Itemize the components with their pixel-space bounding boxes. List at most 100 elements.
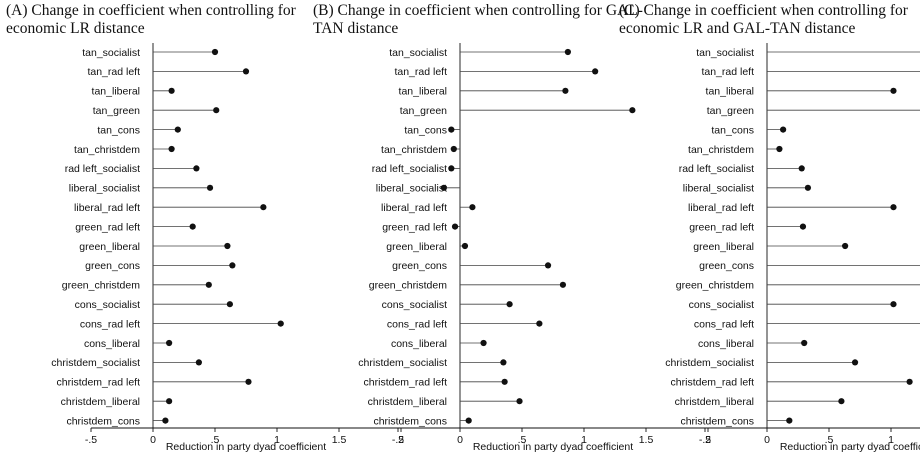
data-point (801, 339, 808, 347)
data-point (562, 87, 569, 94)
data-point (224, 242, 231, 250)
category-label: tan_cons (711, 124, 754, 136)
data-point (564, 48, 571, 56)
panel-title-line: economic LR and GAL-TAN distance (619, 20, 855, 37)
data-point (842, 242, 849, 250)
category-label: tan_green (400, 105, 447, 117)
category-label: tan_rad left (87, 66, 140, 78)
category-label: green_christdem (62, 280, 140, 292)
x-tick-label: .5 (211, 434, 220, 446)
data-point (260, 204, 267, 211)
data-point (506, 301, 513, 308)
data-point (206, 184, 214, 191)
x-axis-label: Reduction in party dyad coefficient (166, 441, 326, 453)
data-point (536, 320, 543, 327)
category-label: green_liberal (79, 241, 140, 253)
category-label: tan_cons (97, 124, 140, 136)
x-tick-label: 2 (398, 434, 404, 446)
panel-title-line: (C) Change in coefficient when controlli… (619, 2, 909, 19)
category-label: christdem_rad left (671, 377, 755, 389)
category-label: christdem_cons (680, 415, 754, 427)
data-point (461, 242, 469, 250)
category-label: christdem_socialist (51, 357, 140, 369)
data-point (776, 145, 783, 153)
x-tick-label: -.5 (392, 434, 404, 446)
data-point (226, 301, 233, 308)
category-label: liberal_socialist (376, 183, 447, 195)
data-point (277, 320, 284, 327)
panel-title-line: economic LR distance (6, 20, 145, 37)
category-label: christdem_liberal (61, 396, 140, 408)
data-point (205, 281, 212, 288)
data-point (799, 223, 807, 230)
category-label: cons_liberal (84, 338, 140, 350)
category-label: liberal_rad left (74, 202, 140, 214)
x-tick-label: 1.5 (639, 434, 654, 446)
category-label: green_cons (85, 260, 140, 272)
category-label: liberal_rad left (688, 202, 754, 214)
data-point (162, 417, 169, 424)
category-label: tan_liberal (706, 86, 754, 98)
category-label: rad left_socialist (372, 163, 447, 175)
data-point (890, 87, 897, 94)
data-point (804, 184, 812, 191)
data-point (195, 359, 202, 366)
data-point (559, 281, 567, 288)
category-label: tan_socialist (389, 47, 447, 59)
data-point (780, 126, 787, 133)
category-label: christdem_rad left (364, 377, 448, 389)
category-label: green_cons (392, 260, 447, 272)
data-point (469, 204, 476, 211)
category-label: cons_rad left (387, 318, 447, 330)
category-label: green_christdem (676, 280, 754, 292)
data-point (448, 165, 455, 172)
category-label: christdem_socialist (665, 357, 754, 369)
x-tick-label: 1.5 (332, 434, 347, 446)
category-label: green_liberal (693, 241, 754, 253)
category-label: christdem_liberal (675, 396, 754, 408)
category-label: cons_liberal (698, 338, 754, 350)
category-label: cons_liberal (391, 338, 447, 350)
data-point (890, 204, 897, 211)
x-tick-label: 0 (457, 434, 463, 446)
data-point (448, 126, 455, 133)
category-label: liberal_socialist (683, 183, 754, 195)
category-label: cons_socialist (689, 299, 754, 311)
category-label: cons_rad left (80, 318, 140, 330)
category-label: christdem_socialist (358, 357, 447, 369)
data-point (838, 398, 845, 405)
category-label: green_cons (699, 260, 754, 272)
data-point (465, 417, 472, 424)
category-label: green_christdem (369, 280, 447, 292)
x-tick-label: 1 (888, 434, 894, 446)
data-point (798, 165, 805, 172)
x-axis-label: Reduction in party dyad coefficient (780, 441, 920, 453)
x-tick-label: .5 (518, 434, 527, 446)
category-label: tan_rad left (701, 66, 754, 78)
data-point (168, 145, 175, 153)
data-point (501, 378, 508, 385)
category-label: tan_christdem (381, 144, 447, 156)
category-label: tan_christdem (74, 144, 140, 156)
category-label: tan_socialist (82, 47, 140, 59)
data-point (440, 184, 447, 191)
panel-title-line: TAN distance (313, 20, 398, 37)
data-point (592, 68, 599, 75)
data-point (242, 68, 250, 75)
category-label: tan_socialist (696, 47, 754, 59)
data-point (851, 359, 859, 366)
category-label: tan_liberal (92, 86, 140, 98)
data-point (890, 301, 897, 308)
x-tick-label: .5 (825, 434, 834, 446)
x-tick-label: 0 (764, 434, 770, 446)
category-label: green_rad left (382, 221, 447, 233)
x-tick-label: -.5 (699, 434, 711, 446)
data-point (168, 87, 175, 94)
data-point (480, 339, 487, 347)
category-label: christdem_liberal (368, 396, 447, 408)
category-label: christdem_rad left (57, 377, 141, 389)
category-label: tan_liberal (399, 86, 447, 98)
category-label: green_rad left (75, 221, 140, 233)
data-point (174, 126, 181, 133)
category-label: christdem_cons (373, 415, 447, 427)
